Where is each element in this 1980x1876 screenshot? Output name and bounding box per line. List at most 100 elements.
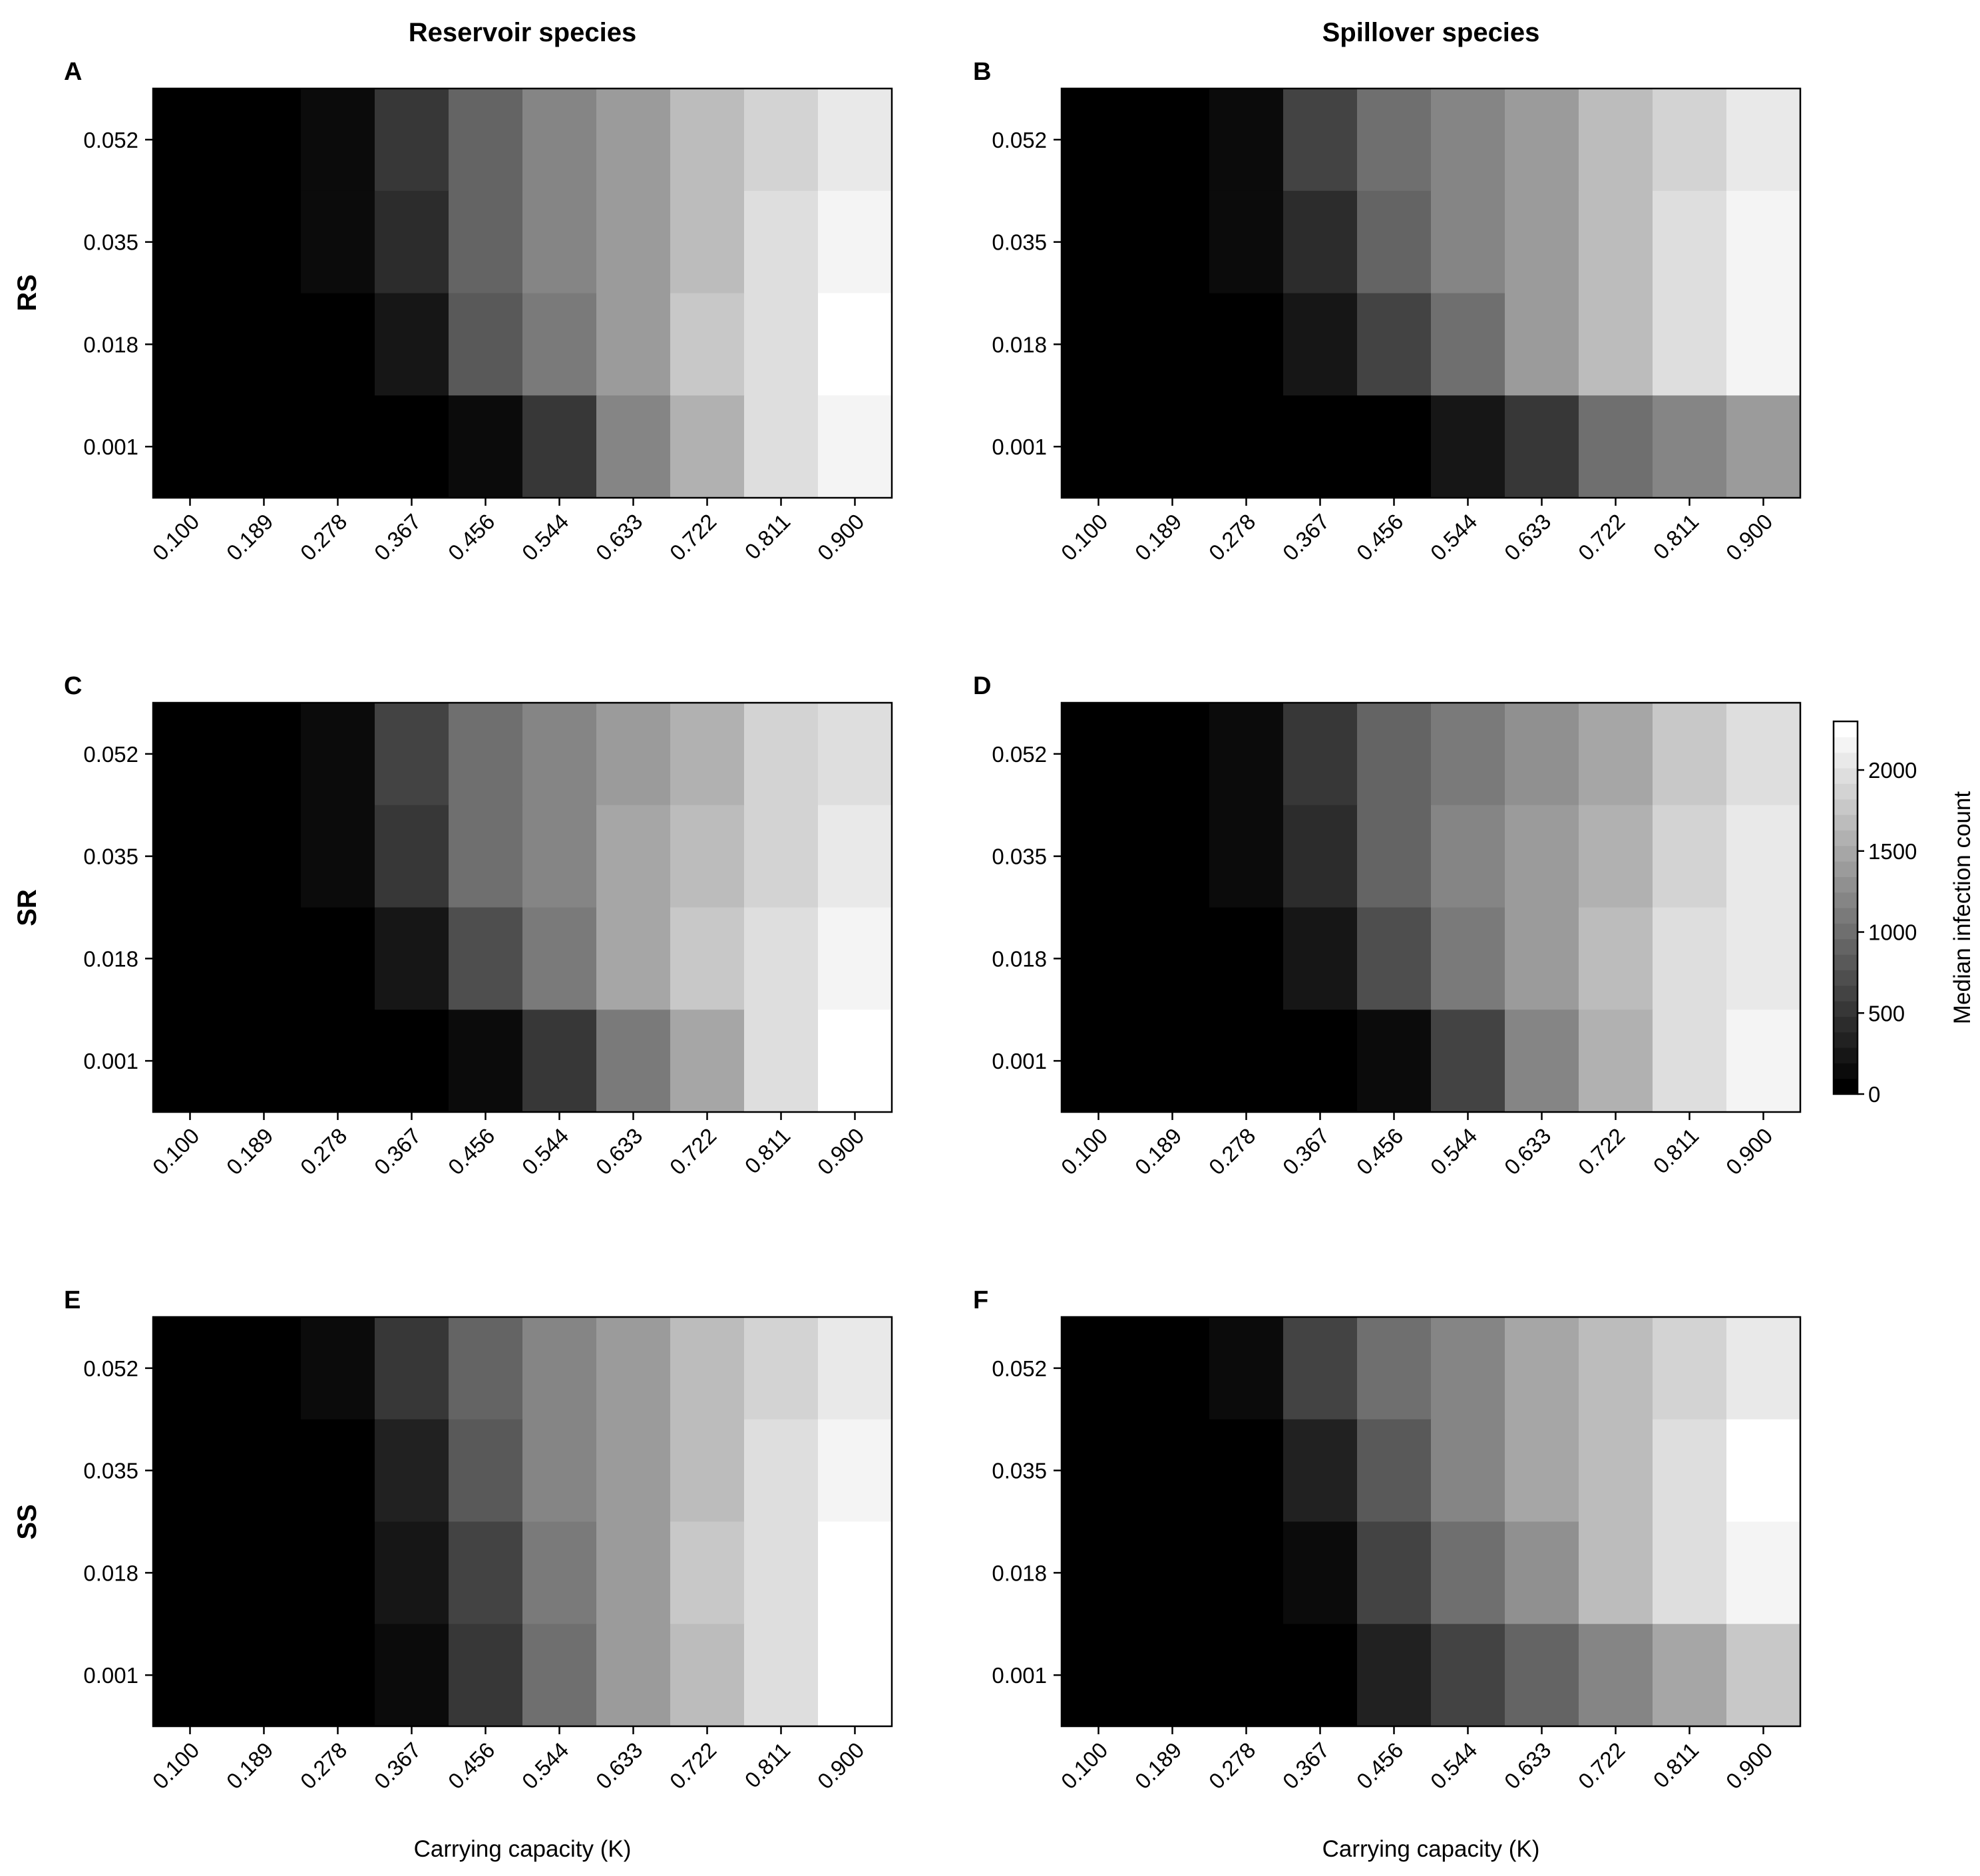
heatmap-cell-e-r1-c7	[670, 1419, 745, 1523]
heatmap-cell-c-r1-c9	[818, 805, 892, 908]
heatmap-panel-a: 0.052 0.035 0.018 0.001 0.100 0.189 0.278 0.367…	[83, 87, 893, 565]
plot-frame-c	[152, 701, 893, 1113]
heatmap-cell-d-r0-c3	[1283, 703, 1358, 806]
heatmap-cell-c-r3-c4	[449, 1010, 523, 1113]
heatmap-cell-f-r1-c4	[1357, 1419, 1432, 1523]
y-tick-label-b-2: 0.018	[992, 332, 1047, 357]
heatmap-cell-c-r2-c9	[818, 907, 892, 1010]
heatmap-cell-e-r3-c4	[449, 1624, 523, 1727]
heatmap-cell-d-r2-c8	[1653, 907, 1727, 1010]
x-tick-label-f-8: 0.811	[1649, 1738, 1704, 1793]
heatmap-cell-f-r0-c7	[1579, 1317, 1653, 1420]
heatmap-cell-f-r2-c5	[1431, 1521, 1505, 1624]
heatmap-cell-e-r2-c0	[153, 1521, 228, 1624]
colorbar-step	[1834, 861, 1858, 877]
heatmap-cell-e-r0-c6	[596, 1317, 671, 1420]
x-tick-label-e-5: 0.544	[517, 1738, 574, 1794]
heatmap-cell-b-r3-c4	[1357, 395, 1432, 498]
heatmap-cell-d-r2-c9	[1726, 907, 1801, 1010]
colorbar-step	[1834, 815, 1858, 831]
heatmap-cell-e-r3-c7	[670, 1624, 745, 1727]
heatmap-cell-e-r1-c6	[596, 1419, 671, 1523]
heatmap-cell-d-r3-c0	[1062, 1010, 1136, 1113]
heatmap-cell-a-r2-c1	[227, 293, 301, 396]
heatmap-cell-f-r3-c8	[1653, 1624, 1727, 1727]
heatmap-cell-f-r1-c9	[1726, 1419, 1801, 1523]
heatmap-cell-c-r1-c8	[744, 805, 819, 908]
heatmap-cell-d-r2-c3	[1283, 907, 1358, 1010]
heatmap-cell-f-r3-c1	[1135, 1624, 1210, 1727]
heatmap-cell-b-r1-c7	[1579, 190, 1653, 294]
heatmap-cell-a-r1-c2	[301, 190, 375, 294]
colorbar-step	[1834, 1078, 1858, 1095]
heatmap-cell-a-r1-c7	[670, 190, 745, 294]
heatmap-cell-c-r3-c7	[670, 1010, 745, 1113]
heatmap-cell-e-r2-c7	[670, 1521, 745, 1624]
y-tick-label-d-2: 0.018	[992, 946, 1047, 971]
x-tick-label-e-3: 0.367	[369, 1738, 426, 1794]
heatmap-cell-f-r3-c9	[1726, 1624, 1801, 1727]
heatmap-cell-c-r0-c8	[744, 703, 819, 806]
panel-letter-c: C	[64, 672, 82, 700]
colorbar-tick-label: 0	[1868, 1082, 1880, 1107]
row-label-ss: SS	[13, 1504, 42, 1539]
x-tick-label-c-3: 0.367	[369, 1123, 426, 1180]
heatmap-cell-c-r0-c5	[522, 703, 597, 806]
heatmap-cell-e-r3-c3	[375, 1624, 449, 1727]
heatmap-cell-a-r0-c7	[670, 89, 745, 192]
heatmap-cell-f-r0-c6	[1505, 1317, 1579, 1420]
heatmap-cell-e-r2-c4	[449, 1521, 523, 1624]
heatmap-cell-c-r1-c0	[153, 805, 228, 908]
heatmap-cell-d-r0-c0	[1062, 703, 1136, 806]
colorbar-step	[1834, 954, 1858, 970]
x-tick-label-b-6: 0.633	[1499, 509, 1556, 566]
heatmap-cell-f-r2-c7	[1579, 1521, 1653, 1624]
heatmap-cell-c-r0-c4	[449, 703, 523, 806]
y-tick-label-e-0: 0.052	[83, 1356, 138, 1381]
plot-frame-b	[1060, 87, 1802, 499]
heatmap-cell-a-r0-c0	[153, 89, 228, 192]
x-tick-label-a-8: 0.811	[740, 509, 795, 564]
heatmap-cell-c-r0-c1	[227, 703, 301, 806]
y-tick-label-f-3: 0.001	[992, 1663, 1047, 1688]
heatmap-cell-b-r2-c4	[1357, 293, 1432, 396]
heatmap-cell-c-r2-c0	[153, 907, 228, 1010]
x-tick-label-d-9: 0.900	[1721, 1123, 1778, 1180]
heatmap-cell-a-r0-c1	[227, 89, 301, 192]
heatmap-cell-f-r3-c4	[1357, 1624, 1432, 1727]
heatmap-cell-c-r2-c8	[744, 907, 819, 1010]
heatmap-cell-f-r2-c3	[1283, 1521, 1358, 1624]
heatmap-cell-d-r3-c7	[1579, 1010, 1653, 1113]
heatmap-cell-d-r3-c1	[1135, 1010, 1210, 1113]
heatmap-cell-c-r0-c6	[596, 703, 671, 806]
heatmap-cell-d-r1-c1	[1135, 805, 1210, 908]
heatmap-cell-c-r3-c3	[375, 1010, 449, 1113]
heatmap-cell-d-r1-c5	[1431, 805, 1505, 908]
y-tick-label-a-1: 0.035	[83, 230, 138, 255]
heatmap-cell-a-r2-c7	[670, 293, 745, 396]
heatmap-cell-a-r2-c8	[744, 293, 819, 396]
y-tick-label-a-0: 0.052	[83, 128, 138, 152]
heatmap-cell-f-r1-c6	[1505, 1419, 1579, 1523]
colorbar-step	[1834, 799, 1858, 815]
heatmap-cell-e-r1-c1	[227, 1419, 301, 1523]
heatmap-cell-b-r1-c9	[1726, 190, 1801, 294]
y-tick-label-d-1: 0.035	[992, 844, 1047, 869]
heatmap-cell-f-r1-c1	[1135, 1419, 1210, 1523]
heatmap-cell-f-r2-c4	[1357, 1521, 1432, 1624]
heatmap-cell-c-r2-c5	[522, 907, 597, 1010]
heatmap-cell-c-r0-c2	[301, 703, 375, 806]
x-tick-label-e-4: 0.456	[443, 1738, 500, 1794]
heatmap-cell-d-r0-c7	[1579, 703, 1653, 806]
heatmap-cell-f-r3-c0	[1062, 1624, 1136, 1727]
x-tick-label-d-2: 0.278	[1204, 1123, 1261, 1180]
heatmap-cell-a-r2-c0	[153, 293, 228, 396]
heatmap-cell-a-r1-c9	[818, 190, 892, 294]
heatmap-cell-e-r0-c0	[153, 1317, 228, 1420]
heatmap-cell-f-r3-c3	[1283, 1624, 1358, 1727]
y-tick-label-c-0: 0.052	[83, 742, 138, 767]
heatmap-cell-c-r0-c7	[670, 703, 745, 806]
colorbar-step	[1834, 768, 1858, 784]
heatmap-cell-d-r2-c7	[1579, 907, 1653, 1010]
heatmap-cell-c-r2-c4	[449, 907, 523, 1010]
